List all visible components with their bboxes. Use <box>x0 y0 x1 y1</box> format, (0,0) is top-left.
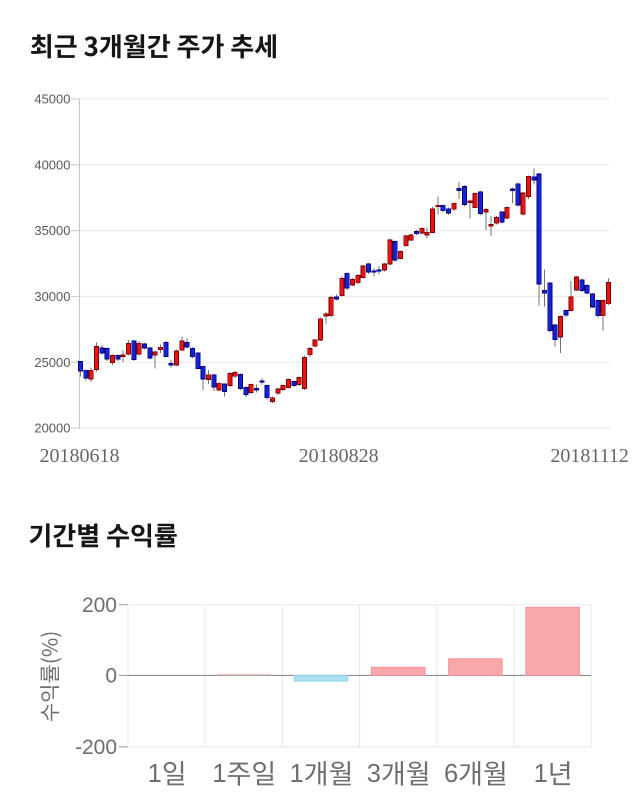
svg-text:3: 3 <box>367 760 381 788</box>
svg-text:45000: 45000 <box>34 92 70 107</box>
svg-text:20181112: 20181112 <box>550 445 629 467</box>
svg-text:1: 1 <box>212 760 226 788</box>
svg-text:0: 0 <box>105 665 117 688</box>
svg-text:20000: 20000 <box>34 421 70 436</box>
svg-text:200: 200 <box>82 594 117 617</box>
svg-text:6: 6 <box>444 760 458 788</box>
svg-text:25000: 25000 <box>34 355 70 370</box>
svg-text:35000: 35000 <box>34 223 70 238</box>
svg-text:30000: 30000 <box>34 289 70 304</box>
svg-text:20180828: 20180828 <box>299 445 379 467</box>
svg-text:20180618: 20180618 <box>40 445 120 467</box>
svg-text:1: 1 <box>534 760 548 788</box>
svg-text:-200: -200 <box>75 736 117 759</box>
svg-text:1: 1 <box>290 760 304 788</box>
svg-text:1: 1 <box>148 760 162 788</box>
svg-text:40000: 40000 <box>34 157 70 172</box>
